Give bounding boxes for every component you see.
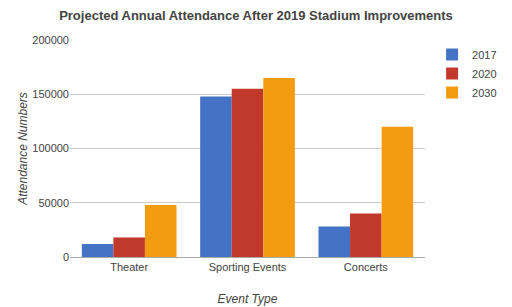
svg-text:200000: 200000 bbox=[32, 34, 69, 46]
svg-text:2017: 2017 bbox=[472, 49, 496, 61]
svg-text:Projected Annual Attendance Af: Projected Annual Attendance After 2019 S… bbox=[59, 8, 453, 23]
svg-text:2030: 2030 bbox=[472, 87, 496, 99]
svg-text:Sporting Events: Sporting Events bbox=[209, 261, 287, 273]
svg-text:0: 0 bbox=[63, 251, 69, 263]
svg-text:100000: 100000 bbox=[32, 142, 69, 154]
svg-text:150000: 150000 bbox=[32, 88, 69, 100]
svg-text:2020: 2020 bbox=[472, 68, 496, 80]
svg-text:50000: 50000 bbox=[38, 197, 69, 209]
svg-text:Event Type: Event Type bbox=[218, 292, 278, 306]
svg-text:Theater: Theater bbox=[110, 261, 148, 273]
svg-text:Concerts: Concerts bbox=[344, 261, 389, 273]
svg-text:Attendance Numbers: Attendance Numbers bbox=[16, 92, 30, 206]
